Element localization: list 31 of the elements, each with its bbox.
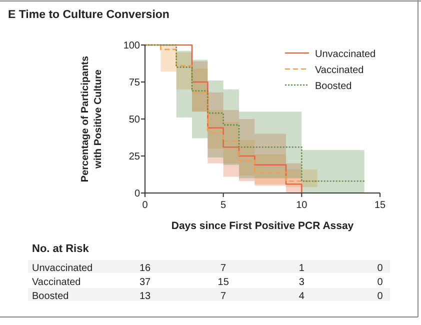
y-tick-label: 0 bbox=[134, 188, 140, 200]
text: 7 bbox=[220, 263, 227, 274]
legend-label: Vaccinated bbox=[315, 65, 364, 76]
text: Boosted bbox=[32, 291, 69, 302]
text: No. at Risk bbox=[32, 243, 90, 255]
x-tick-label: 0 bbox=[142, 200, 148, 211]
legend-label: Unvaccinated bbox=[315, 49, 376, 60]
y-tick-label: 75 bbox=[128, 78, 140, 88]
x-axis-title: Days since First Positive PCR Assay bbox=[171, 220, 354, 232]
text: 0 bbox=[377, 277, 384, 288]
text: 7 bbox=[220, 291, 227, 302]
text: 37 bbox=[139, 277, 151, 288]
y-tick-label: 50 bbox=[128, 114, 140, 126]
legend-label: Boosted bbox=[315, 81, 352, 92]
x-tick-label: 15 bbox=[374, 200, 386, 211]
text: 3 bbox=[298, 277, 305, 288]
x-tick-label: 5 bbox=[220, 200, 227, 211]
text: Vaccinated bbox=[32, 277, 81, 288]
chart-title: E Time to Culture Conversion bbox=[8, 9, 170, 21]
x-tick-label: 10 bbox=[296, 200, 308, 211]
text: 15 bbox=[218, 277, 230, 288]
text: 13 bbox=[139, 291, 151, 302]
y-tick-label: 100 bbox=[123, 40, 140, 52]
text: 0 bbox=[377, 263, 384, 274]
text: 4 bbox=[298, 291, 305, 302]
y-tick-label: 25 bbox=[128, 152, 140, 162]
y-axis-title: Percentage of Participants with Positive Culture bbox=[80, 55, 104, 182]
text: 16 bbox=[139, 263, 151, 274]
text: Unvaccinated bbox=[32, 263, 93, 274]
text: 1 bbox=[298, 263, 305, 274]
text: 0 bbox=[377, 291, 384, 302]
